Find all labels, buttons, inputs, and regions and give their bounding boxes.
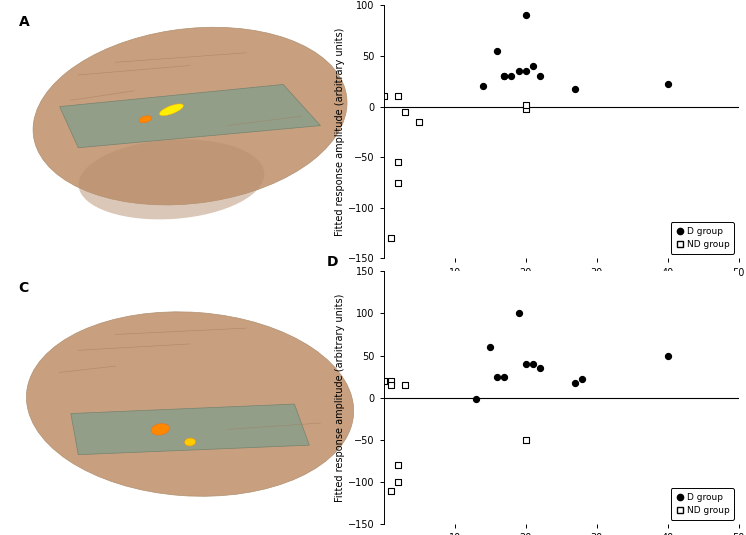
Ellipse shape: [26, 312, 354, 496]
Point: [520, 100, 532, 109]
Point: [662, 80, 674, 89]
Point: [413, 118, 425, 126]
Point: [534, 72, 546, 80]
Y-axis label: Fitted response amplitude (arbitrary units): Fitted response amplitude (arbitrary uni…: [335, 28, 345, 236]
Point: [577, 375, 589, 384]
Point: [569, 379, 581, 388]
Ellipse shape: [184, 438, 195, 446]
Point: [520, 104, 532, 113]
Point: [385, 486, 397, 495]
Ellipse shape: [139, 116, 151, 123]
Point: [492, 372, 504, 381]
Point: [513, 67, 524, 75]
Point: [527, 360, 539, 368]
Text: A: A: [19, 16, 29, 29]
Text: D: D: [327, 255, 339, 269]
Legend: D group, ND group: D group, ND group: [671, 223, 734, 254]
Point: [506, 72, 518, 80]
Point: [377, 92, 389, 101]
Point: [470, 395, 482, 404]
Text: B: B: [327, 0, 337, 3]
Point: [392, 178, 404, 187]
Point: [520, 435, 532, 444]
Ellipse shape: [151, 424, 169, 435]
Text: C: C: [19, 281, 29, 295]
Point: [477, 82, 489, 90]
Polygon shape: [71, 404, 310, 455]
Point: [399, 108, 411, 116]
Point: [520, 67, 532, 75]
Point: [392, 478, 404, 486]
Polygon shape: [60, 85, 321, 148]
Point: [392, 461, 404, 470]
Point: [534, 364, 546, 372]
Ellipse shape: [78, 140, 264, 219]
Point: [520, 11, 532, 20]
Point: [484, 343, 496, 351]
X-axis label: BDI-II scores: BDI-II scores: [530, 280, 592, 291]
Point: [377, 377, 389, 385]
Point: [492, 47, 504, 55]
Point: [392, 92, 404, 101]
Point: [520, 360, 532, 368]
Point: [662, 351, 674, 360]
Point: [498, 372, 510, 381]
Point: [527, 62, 539, 71]
Point: [392, 158, 404, 166]
Legend: D group, ND group: D group, ND group: [671, 488, 734, 520]
Point: [498, 72, 510, 80]
Y-axis label: Fitted response amplitude (arbitrary units): Fitted response amplitude (arbitrary uni…: [335, 294, 345, 502]
Point: [569, 85, 581, 94]
Point: [385, 234, 397, 242]
Point: [399, 381, 411, 389]
Point: [385, 377, 397, 385]
Point: [385, 381, 397, 389]
Ellipse shape: [160, 104, 184, 116]
Point: [513, 309, 524, 318]
Point: [498, 72, 510, 80]
Ellipse shape: [33, 27, 347, 205]
